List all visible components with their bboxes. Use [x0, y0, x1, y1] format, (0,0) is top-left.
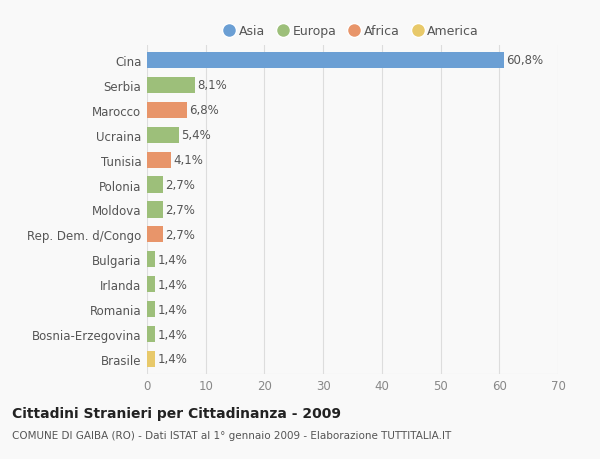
Text: 60,8%: 60,8%: [506, 54, 544, 67]
Bar: [147, 53, 504, 69]
Bar: [147, 152, 171, 168]
Text: 5,4%: 5,4%: [181, 129, 211, 142]
Bar: [147, 78, 194, 94]
Bar: [147, 252, 155, 268]
Text: 2,7%: 2,7%: [165, 203, 195, 217]
Bar: [147, 302, 155, 318]
Bar: [147, 351, 155, 367]
Legend: Asia, Europa, Africa, America: Asia, Europa, Africa, America: [224, 22, 481, 40]
Text: 8,1%: 8,1%: [197, 79, 227, 92]
Text: 1,4%: 1,4%: [158, 253, 187, 266]
Text: 1,4%: 1,4%: [158, 353, 187, 366]
Text: COMUNE DI GAIBA (RO) - Dati ISTAT al 1° gennaio 2009 - Elaborazione TUTTITALIA.I: COMUNE DI GAIBA (RO) - Dati ISTAT al 1° …: [12, 431, 451, 441]
Bar: [147, 276, 155, 293]
Text: 1,4%: 1,4%: [158, 278, 187, 291]
Bar: [147, 102, 187, 118]
Text: 2,7%: 2,7%: [165, 229, 195, 241]
Text: 2,7%: 2,7%: [165, 179, 195, 191]
Text: 1,4%: 1,4%: [158, 328, 187, 341]
Text: 4,1%: 4,1%: [173, 154, 203, 167]
Text: Cittadini Stranieri per Cittadinanza - 2009: Cittadini Stranieri per Cittadinanza - 2…: [12, 406, 341, 420]
Text: 1,4%: 1,4%: [158, 303, 187, 316]
Text: 6,8%: 6,8%: [189, 104, 219, 117]
Bar: [147, 177, 163, 193]
Bar: [147, 127, 179, 144]
Bar: [147, 202, 163, 218]
Bar: [147, 227, 163, 243]
Bar: [147, 326, 155, 342]
